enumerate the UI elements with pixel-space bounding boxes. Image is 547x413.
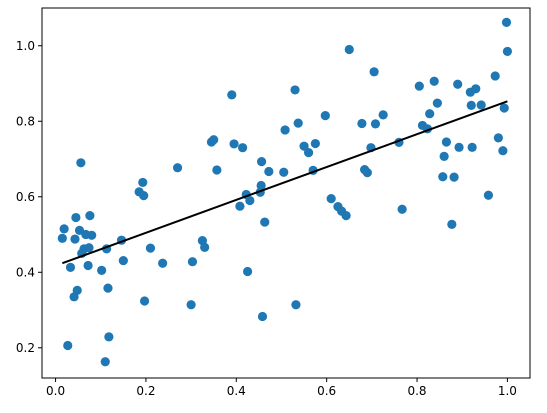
scatter-point [439,151,449,161]
scatter-point [438,172,448,182]
scatter-point [256,180,266,191]
y-axis-ticks: 0.2 0.4 0.6 0.8 1.0 [16,39,42,355]
scatter-point [493,133,503,143]
scatter-point [449,172,459,182]
scatter-point [499,103,509,113]
scatter-point [303,148,314,158]
scatter-point [138,177,148,188]
scatter-point [200,242,210,252]
y-tick-label: 0.2 [16,341,35,355]
scatter-point [103,283,113,293]
scatter-point [212,165,222,175]
scatter-point [293,118,303,128]
x-tick-label: 0.8 [407,384,426,398]
scatter-point [291,300,301,310]
scatter-point [100,357,110,367]
scatter-point [369,67,379,77]
scatter-point [209,135,219,145]
scatter-point [187,257,198,267]
scatter-point [441,137,452,147]
scatter-point [447,219,457,229]
scatter-point [104,332,114,342]
scatter-point [57,233,67,243]
scatter-point [357,118,367,129]
scatter-point [158,258,168,268]
x-tick-label: 0.2 [136,384,155,398]
y-tick-label: 1.0 [16,39,35,53]
scatter-point [257,157,267,167]
y-tick-label: 0.4 [16,265,35,279]
scatter-point [429,76,439,86]
scatter-point [242,266,253,277]
scatter-point [63,340,73,351]
scatter-point [83,260,93,271]
scatter-point [85,211,95,221]
scatter-point [235,201,245,211]
scatter-point [425,109,435,119]
scatter-point [260,217,270,227]
scatter-point [299,141,309,151]
scatter-point [310,138,320,149]
scatter-point [72,285,82,296]
scatter-point [453,79,463,89]
scatter-point [280,125,290,135]
scatter-points [57,17,513,367]
x-tick-label: 1.0 [498,384,517,398]
scatter-point [238,143,248,153]
scatter-point [341,211,351,221]
scatter-point [476,100,486,110]
scatter-point [378,110,388,120]
scatter-point [139,296,150,306]
scatter-point [227,90,237,100]
scatter-point [397,204,407,214]
y-tick-label: 0.6 [16,190,35,204]
fit-line-group [61,100,508,265]
scatter-point [326,194,336,204]
scatter-point [414,81,424,91]
scatter-point [87,230,97,240]
scatter-point [118,255,128,266]
scatter-point [467,142,477,152]
scatter-point [84,243,94,253]
scatter-point [279,167,289,177]
x-tick-label: 0.0 [46,384,65,398]
scatter-point [139,191,149,201]
scatter-point [344,44,354,55]
scatter-point [290,85,300,95]
x-tick-label: 0.6 [317,384,336,398]
x-tick-label: 0.4 [227,384,246,398]
scatter-point [471,84,481,94]
scatter-point [370,119,381,129]
scatter-point [466,100,476,111]
y-tick-label: 0.8 [16,114,35,128]
scatter-point [97,265,107,275]
scatter-point [172,163,183,173]
scatter-point [76,158,86,168]
x-axis-ticks: 0.0 0.2 0.4 0.6 0.8 1.0 [46,378,517,398]
scatter-point [65,262,76,272]
scatter-point [502,46,513,57]
scatter-point [71,212,81,223]
scatter-point [362,168,372,178]
scatter-point [229,139,239,149]
scatter-point [501,17,512,27]
scatter-point [70,234,80,244]
scatter-point [186,300,196,310]
scatter-point [490,71,500,81]
scatter-point [320,111,330,121]
scatter-point [245,195,255,206]
scatter-point [59,224,69,234]
scatter-point [432,98,442,108]
scatter-point [257,311,268,322]
scatter-point [264,166,274,177]
scatter-point [498,146,508,156]
scatter-point [483,190,494,200]
scatter-point [145,243,156,253]
scatter-point [454,142,464,152]
axes-frame [41,7,531,379]
fit-line [61,100,508,265]
